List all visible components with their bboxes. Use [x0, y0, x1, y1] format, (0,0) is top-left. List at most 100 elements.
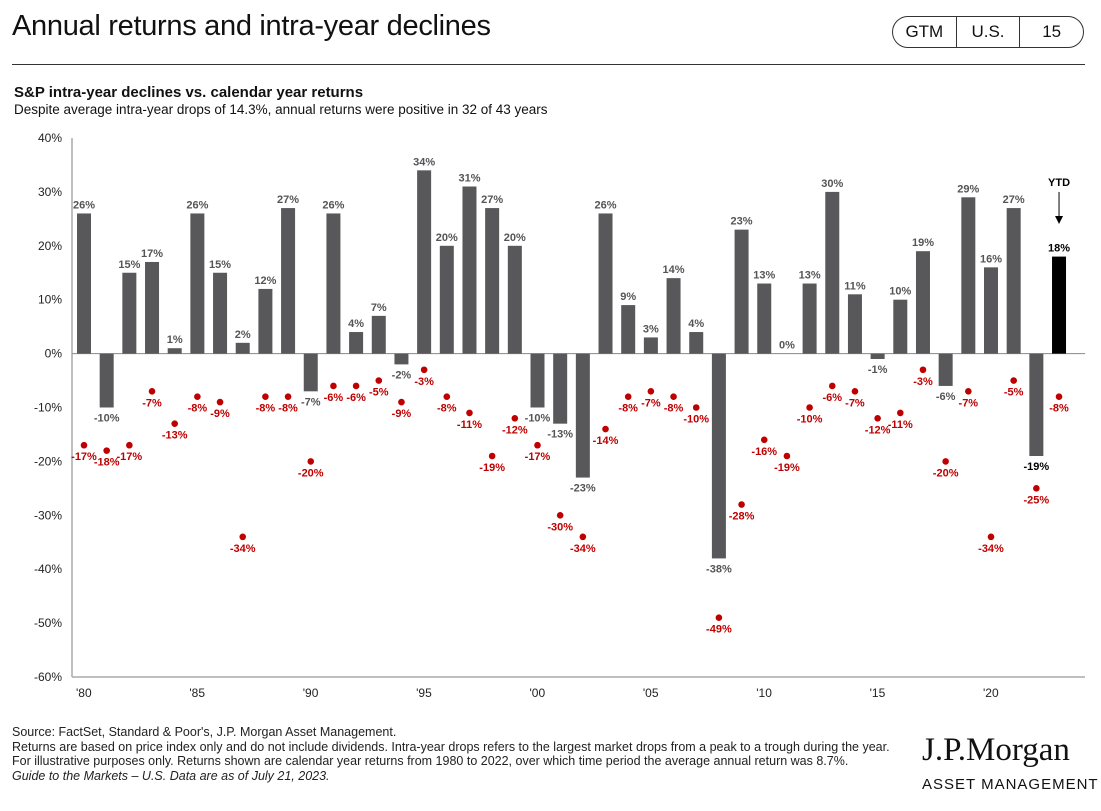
decline-label: -17%: [525, 451, 551, 463]
y-tick-label: -20%: [34, 454, 62, 468]
decline-label: -8%: [437, 403, 457, 415]
return-bar: [99, 353, 114, 408]
return-bar: [757, 283, 772, 354]
return-label: 13%: [799, 270, 821, 282]
chart-subtitle: Despite average intra-year drops of 14.3…: [14, 102, 548, 117]
y-tick-label: 20%: [38, 239, 62, 253]
return-label: 26%: [322, 199, 344, 211]
return-label: 34%: [413, 156, 435, 168]
decline-label: -8%: [1049, 403, 1069, 415]
decline-dot: [216, 398, 224, 406]
return-label: 15%: [118, 259, 140, 271]
return-bar: [711, 353, 726, 559]
decline-label: -49%: [706, 624, 732, 636]
decline-dot: [262, 393, 269, 401]
logo-subtitle: ASSET MANAGEMENT: [922, 776, 1099, 793]
decline-label: -8%: [618, 403, 638, 415]
decline-label: -9%: [210, 408, 230, 420]
return-label: 4%: [688, 318, 704, 330]
decline-dot: [851, 388, 859, 395]
return-label: -13%: [547, 429, 573, 441]
decline-dot: [806, 404, 813, 411]
return-bar: [666, 278, 681, 354]
return-label: 4%: [348, 318, 364, 330]
return-bar: [530, 353, 545, 408]
decline-dot: [760, 436, 768, 444]
ytd-annotation: YTD: [1048, 177, 1070, 189]
decline-dot: [352, 382, 360, 390]
return-bar: [961, 197, 976, 354]
return-label: 12%: [254, 275, 276, 287]
return-label: 2%: [235, 329, 251, 341]
return-label: 26%: [73, 199, 95, 211]
x-tick-label: '95: [416, 686, 432, 700]
ytd-arrowhead: [1055, 216, 1064, 224]
decline-dot: [987, 533, 995, 541]
return-bar: [349, 332, 364, 354]
badge-gtm: GTM: [905, 22, 944, 41]
footnotes: Source: FactSet, Standard & Poor's, J.P.…: [12, 725, 892, 783]
y-tick-label: 10%: [38, 293, 62, 307]
return-bar: [984, 267, 998, 354]
return-bar: [1006, 208, 1021, 354]
return-label: 10%: [889, 286, 911, 298]
return-bar: [77, 213, 91, 354]
return-bar: [485, 208, 500, 354]
return-label: 13%: [753, 270, 775, 282]
return-label: -1%: [868, 364, 888, 376]
decline-label: -13%: [162, 430, 188, 442]
return-bar: [145, 261, 160, 354]
y-tick-label: -60%: [34, 670, 62, 684]
decline-dot: [171, 420, 178, 427]
decline-dot: [670, 393, 677, 401]
return-bar: [643, 337, 658, 354]
return-label: 7%: [371, 302, 387, 314]
decline-dot: [80, 441, 88, 449]
return-bar: [802, 283, 817, 354]
return-bar: [1029, 353, 1044, 457]
decline-label: -10%: [683, 414, 709, 426]
return-bar: [167, 348, 182, 354]
return-bar: [847, 294, 862, 354]
decline-dot: [783, 452, 791, 460]
return-bar: [689, 332, 704, 354]
decline-dot: [194, 393, 201, 401]
decline-dot: [398, 398, 405, 406]
decline-label: -17%: [117, 451, 143, 463]
return-bar: [122, 272, 137, 354]
decline-label: -34%: [230, 543, 256, 555]
decline-dot: [126, 441, 133, 449]
return-label: 1%: [167, 334, 183, 346]
chart: 40% 30% 20% 10% 0% -10% -20% -30% -40% -50% -60% '8…: [34, 131, 1085, 700]
y-tick-label: -10%: [34, 401, 62, 415]
return-label: 9%: [620, 291, 636, 303]
decline-dot: [375, 377, 383, 384]
decline-dot: [330, 382, 337, 390]
return-bar: [893, 299, 908, 354]
decline-dot: [579, 533, 587, 541]
decline-dot: [307, 458, 315, 465]
decline-dot: [1010, 377, 1017, 384]
decline-dot: [738, 501, 745, 508]
page-title: Annual returns and intra-year declines: [12, 10, 491, 42]
decline-dot: [624, 393, 632, 401]
return-bar: [825, 191, 840, 354]
decline-label: -28%: [729, 511, 755, 523]
decline-dot: [534, 441, 541, 449]
return-bar: [326, 213, 341, 354]
y-tick-label: -50%: [34, 616, 62, 630]
decline-dot: [874, 414, 881, 422]
return-label: 19%: [912, 237, 934, 249]
return-label: -6%: [936, 391, 956, 403]
decline-dot: [443, 393, 451, 401]
return-label: 16%: [980, 253, 1002, 265]
decline-label: -18%: [94, 457, 120, 469]
decline-dot: [488, 452, 496, 460]
return-label: 29%: [957, 183, 979, 195]
decline-label: -17%: [71, 451, 97, 463]
decline-dot: [1033, 485, 1040, 492]
decline-dot: [511, 414, 519, 422]
decline-label: -5%: [1004, 387, 1024, 399]
return-label: 27%: [1003, 194, 1025, 206]
return-bar: [439, 245, 454, 354]
